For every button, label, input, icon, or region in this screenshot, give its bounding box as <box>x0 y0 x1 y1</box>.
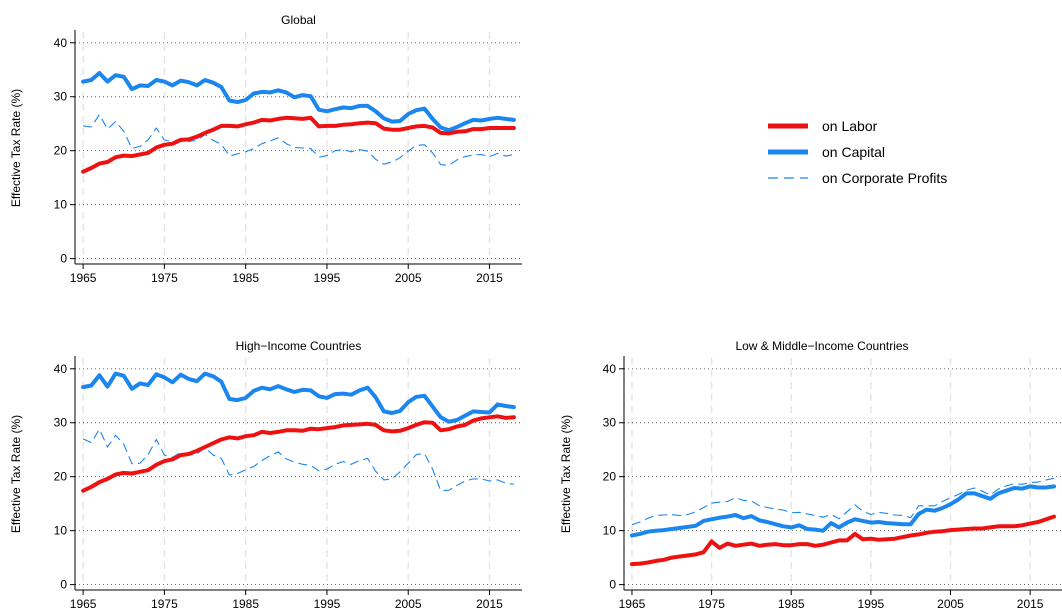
y-tick-label: 20 <box>603 470 617 484</box>
series-line-on-corporate-profits <box>83 113 515 166</box>
series-line-on-capital <box>630 484 1056 538</box>
series-line-on-labor <box>81 115 516 174</box>
x-tick-label: 1985 <box>778 597 805 611</box>
y-tick-label: 30 <box>54 416 68 430</box>
x-tick-label: 1965 <box>70 271 97 285</box>
y-tick-label: 40 <box>54 36 68 50</box>
y-tick-label: 0 <box>609 578 616 592</box>
y-tick-label: 30 <box>54 90 68 104</box>
legend-label: on Corporate Profits <box>822 170 947 186</box>
y-tick-label: 10 <box>603 524 617 538</box>
panel-title: Low & Middle−Income Countries <box>735 339 908 353</box>
chart-panel-3: 0 10 20 30 40 1965 1975 1985 1995 2005 2015 Low & M… <box>559 339 1062 611</box>
x-tick-label: 2005 <box>395 271 422 285</box>
x-tick-label: 2005 <box>395 597 422 611</box>
legend-label: on Labor <box>822 118 878 134</box>
x-tick-label: 1965 <box>619 597 646 611</box>
y-tick-label: 30 <box>603 416 617 430</box>
x-tick-label: 2015 <box>476 271 503 285</box>
series-line-on-corporate-profits <box>631 477 1055 526</box>
chart-panel-2: 0 10 20 30 40 1965 1975 1985 1995 2005 2015 High−In… <box>9 339 522 611</box>
x-tick-label: 1995 <box>314 271 341 285</box>
y-axis-label: Effective Tax Rate (%) <box>9 415 23 533</box>
x-tick-label: 1975 <box>698 597 725 611</box>
x-tick-label: 1965 <box>70 597 97 611</box>
y-tick-label: 0 <box>60 578 67 592</box>
y-axis-label: Effective Tax Rate (%) <box>559 415 573 533</box>
y-axis-label: Effective Tax Rate (%) <box>9 89 23 207</box>
chart-panel-1: 0 10 20 30 40 1965 1975 1985 1995 2005 2015 Global E… <box>9 13 522 285</box>
x-tick-label: 2015 <box>1017 597 1044 611</box>
series-line-on-capital <box>81 71 516 133</box>
panel-title: Global <box>281 13 316 27</box>
y-tick-label: 0 <box>60 252 67 266</box>
x-tick-label: 2015 <box>476 597 503 611</box>
x-tick-label: 1985 <box>232 597 259 611</box>
series-line-on-labor <box>630 514 1056 567</box>
x-tick-label: 1995 <box>314 597 341 611</box>
x-tick-label: 1975 <box>151 271 178 285</box>
x-tick-label: 1995 <box>858 597 885 611</box>
series-line-on-corporate-profits <box>82 428 514 492</box>
legend-label: on Capital <box>822 144 885 160</box>
y-tick-label: 10 <box>54 524 68 538</box>
x-tick-label: 2005 <box>937 597 964 611</box>
series-line-on-labor <box>81 414 516 493</box>
y-tick-label: 40 <box>603 362 617 376</box>
panel-title: High−Income Countries <box>236 339 362 353</box>
series-line-on-capital <box>81 371 516 424</box>
y-tick-label: 20 <box>54 470 68 484</box>
x-tick-label: 1975 <box>151 597 178 611</box>
y-tick-label: 10 <box>54 198 68 212</box>
y-tick-label: 20 <box>54 144 68 158</box>
y-tick-label: 40 <box>54 362 68 376</box>
legend: on Labor on Capital on Corporate Profits <box>768 118 947 186</box>
x-tick-label: 1985 <box>232 271 259 285</box>
